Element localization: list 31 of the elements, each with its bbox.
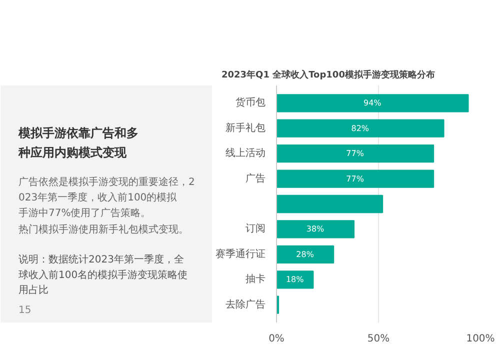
data-label: 77%	[346, 149, 364, 158]
text: 15	[18, 304, 32, 316]
y-tick-label: 订阅	[246, 222, 266, 235]
y-tick-label: 赛季通行证	[216, 248, 266, 260]
bar	[276, 194, 384, 214]
bar	[276, 144, 434, 163]
x-tick-label: 50%	[367, 334, 390, 344]
y-tick-label: 广告	[246, 172, 266, 184]
text: 模拟手游依靠广告和多种应用内购模式变现	[18, 126, 138, 160]
y-tick-label: 线上活动	[226, 147, 266, 160]
bar	[276, 94, 469, 112]
y-tick-label: 新手礼包	[226, 122, 266, 134]
y-tick-label: 抽卡	[246, 273, 266, 286]
data-label: 18%	[286, 275, 304, 284]
data-label: 94%	[363, 98, 382, 108]
data-label: 38%	[306, 224, 325, 234]
data-label: 28%	[296, 250, 314, 259]
bar	[276, 170, 434, 188]
chart-title: 2023年Q1 全球收入Top100模拟手游变现策略分布	[222, 70, 435, 80]
text: 热门模拟手游使用新手礼包模式变现。	[18, 223, 188, 236]
bar	[276, 245, 334, 264]
y-tick-label: 去除广告	[226, 298, 266, 310]
bar	[276, 119, 444, 138]
y-tick-label: 货币包	[236, 96, 266, 109]
text: 说明：数据统计2023年第一季度，全球收入前100名的模拟手游变现策略使用占比	[18, 253, 188, 296]
data-label: 82%	[351, 124, 370, 133]
bar	[276, 220, 355, 238]
x-tick-label: 100%	[466, 334, 495, 344]
text: 广告依然是模拟手游变现的重要途径，2023年第一季度，收入前100的模拟手游中77%使用了广告策略。	[18, 176, 195, 219]
x-tick-label: 0%	[268, 334, 284, 344]
data-label: 77%	[346, 174, 364, 184]
